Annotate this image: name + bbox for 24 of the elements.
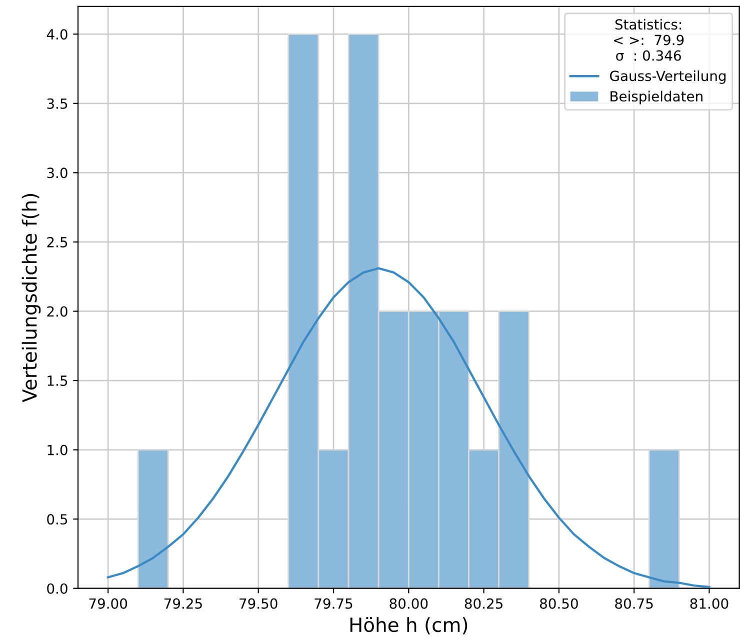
x-tick-label: 81.00 <box>690 598 728 609</box>
x-tick-label: 79.25 <box>164 598 202 609</box>
x-tick-label: 80.50 <box>540 598 578 609</box>
legend-title: Statistics: < >: 79.9 σ : 0.346 <box>614 18 684 61</box>
x-tick-label: 80.75 <box>615 598 653 609</box>
x-tick-label: 80.00 <box>390 598 428 609</box>
line-series <box>106 267 710 588</box>
x-tick-label: 80.25 <box>464 598 502 609</box>
y-tick-label: 3.5 <box>47 98 68 109</box>
y-tick-label: 1.0 <box>48 444 68 456</box>
x-axis-title: Höhe h (cm) <box>350 617 468 634</box>
legend-label: Gauss-Verteilung <box>610 70 726 84</box>
x-tick-label: 79.75 <box>314 598 352 609</box>
y-axis-title: Verteilungsdichte f(h) <box>22 194 41 402</box>
x-tick-label: 79.50 <box>240 598 278 609</box>
legend-label: Beispieldaten <box>610 90 702 104</box>
y-tick-label: 2.0 <box>47 306 68 317</box>
y-tick-label: 0.5 <box>47 514 68 525</box>
y-tick-label: 2.5 <box>47 236 68 248</box>
y-tick-label: 0.0 <box>47 583 68 594</box>
y-tick-label: 4.0 <box>46 29 68 40</box>
x-tick-label: 79.00 <box>89 598 128 609</box>
y-tick-label: 3.0 <box>47 168 68 178</box>
y-tick-label: 1.5 <box>48 376 68 386</box>
